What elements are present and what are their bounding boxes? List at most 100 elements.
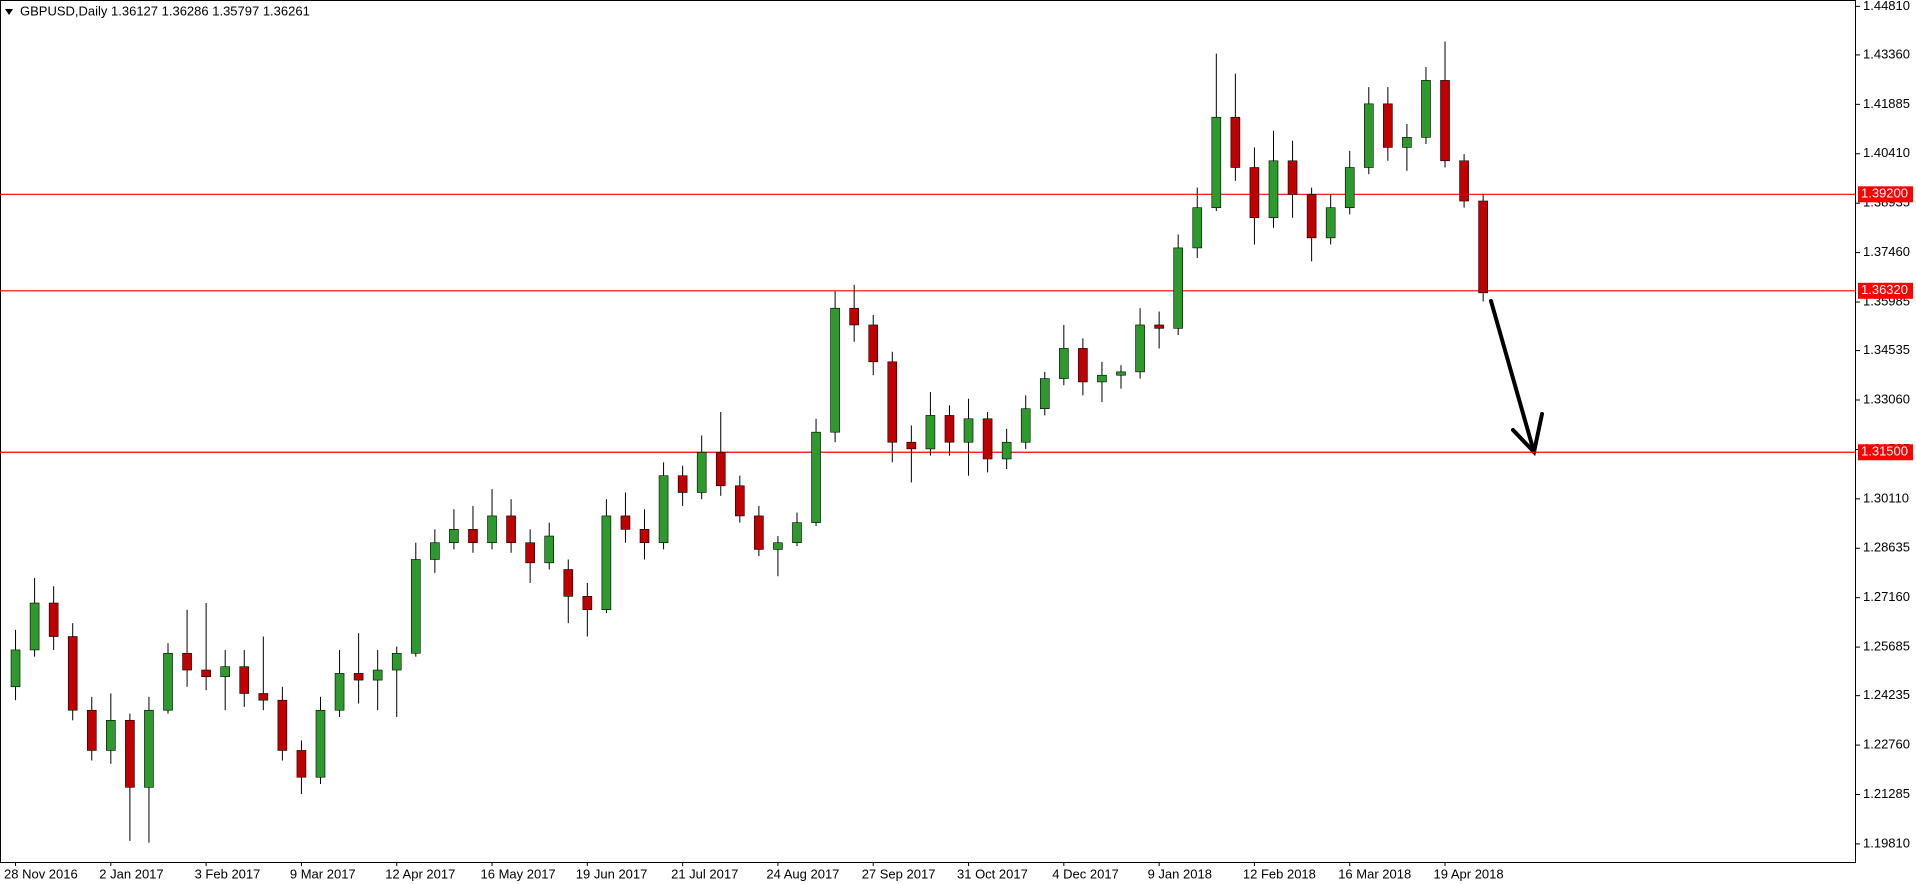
candle-body [125, 719, 135, 788]
candle-body [696, 451, 707, 493]
candle-body [1287, 160, 1298, 195]
candle-body [1001, 441, 1012, 460]
candle-body [67, 636, 78, 711]
y-tick-label: 1.40410 [1863, 145, 1910, 160]
candle-body [239, 666, 250, 694]
candle-body [620, 515, 631, 530]
candle-body [1078, 348, 1088, 383]
x-tick-label: 16 Mar 2018 [1338, 866, 1411, 881]
candle-body [754, 515, 764, 550]
x-tick-label: 28 Nov 2016 [4, 866, 78, 881]
y-tick-label: 1.28635 [1863, 540, 1910, 555]
candle-body [1344, 167, 1355, 209]
y-tick-label: 1.41885 [1863, 96, 1910, 111]
candle-body [582, 596, 593, 611]
candle-body [182, 652, 192, 671]
level-label-box [1858, 186, 1913, 203]
candle-body [1154, 324, 1164, 329]
candle-body [201, 669, 211, 678]
candle-body [353, 673, 364, 681]
candle-body [1039, 378, 1050, 410]
x-tick-label: 31 Oct 2017 [957, 866, 1028, 881]
candle-body [468, 529, 478, 544]
candle-body [792, 522, 802, 544]
candle-body [1459, 160, 1469, 202]
candle-body [1249, 167, 1260, 219]
candle-body [1383, 103, 1393, 148]
y-tick-label: 1.44810 [1863, 0, 1910, 13]
level-label: 1.39200 [1861, 186, 1908, 201]
y-tick-label: 1.43360 [1863, 46, 1910, 61]
candle-body [10, 649, 21, 688]
candle-body [487, 515, 497, 544]
x-tick-label: 9 Mar 2017 [290, 866, 356, 881]
candle-body [106, 719, 116, 751]
candle-body [811, 431, 821, 523]
candle-body [277, 699, 288, 751]
y-tick-label: 1.25685 [1863, 639, 1910, 654]
candle-body [563, 569, 574, 597]
level-label-box [1858, 282, 1913, 299]
candle-body [1097, 374, 1107, 383]
candle-body [1020, 408, 1031, 443]
candle-body [1116, 371, 1126, 376]
candle-body [677, 475, 688, 493]
x-tick-label: 21 Jul 2017 [671, 866, 738, 881]
candle-body [258, 693, 269, 701]
candle-body [391, 652, 402, 671]
candle-body [887, 361, 898, 443]
candle-body [1059, 348, 1069, 379]
x-tick-label: 19 Jun 2017 [576, 866, 648, 881]
y-tick-label: 1.33060 [1863, 391, 1910, 406]
candle-body [1440, 80, 1450, 162]
x-tick-label: 3 Feb 2017 [195, 866, 261, 881]
y-tick-label: 1.22760 [1863, 737, 1910, 752]
y-tick-label: 1.19810 [1863, 835, 1910, 850]
candle-body [1268, 160, 1279, 219]
candle-body [430, 542, 440, 560]
candle-body [48, 602, 59, 637]
candle-body [1211, 116, 1222, 209]
y-tick-label: 1.21285 [1863, 786, 1910, 801]
candle-body [735, 485, 745, 517]
x-tick-label: 27 Sep 2017 [862, 866, 936, 881]
chart-title: GBPUSD,Daily 1.36127 1.36286 1.35797 1.3… [20, 3, 310, 18]
candle-body [601, 515, 612, 611]
candle-body [1173, 247, 1183, 329]
candle-body [658, 475, 669, 544]
x-tick-label: 9 Jan 2018 [1148, 866, 1212, 881]
candle-body [296, 750, 307, 778]
candle-body [773, 542, 783, 550]
level-label: 1.31500 [1861, 444, 1908, 459]
y-tick-label: 1.27160 [1863, 589, 1910, 604]
candle-body [1135, 324, 1145, 373]
candle-body [506, 515, 516, 544]
candle-body [1363, 103, 1374, 168]
candle-body [449, 529, 459, 544]
candle-body [849, 307, 859, 326]
candle-body [830, 307, 840, 433]
candle-body [144, 709, 154, 788]
level-label-box [1858, 444, 1913, 461]
candle-body [372, 669, 383, 681]
candle-body [410, 559, 421, 654]
candle-body [334, 673, 345, 711]
candle-body [639, 529, 650, 544]
x-tick-label: 2 Jan 2017 [99, 866, 163, 881]
candle-body [29, 602, 40, 651]
candle-body [163, 652, 173, 711]
candle-body [1478, 200, 1488, 294]
y-tick-label: 1.34535 [1863, 342, 1910, 357]
menu-icon [5, 9, 13, 15]
candle-body [982, 418, 993, 460]
candle-body [1325, 207, 1336, 239]
candle-body [86, 709, 97, 751]
candle-body [220, 666, 230, 678]
candle-body [868, 324, 879, 363]
x-tick-label: 4 Dec 2017 [1052, 866, 1119, 881]
candle-body [1230, 116, 1241, 168]
x-tick-label: 12 Feb 2018 [1243, 866, 1316, 881]
candle-body [525, 542, 535, 564]
x-tick-label: 24 Aug 2017 [766, 866, 839, 881]
